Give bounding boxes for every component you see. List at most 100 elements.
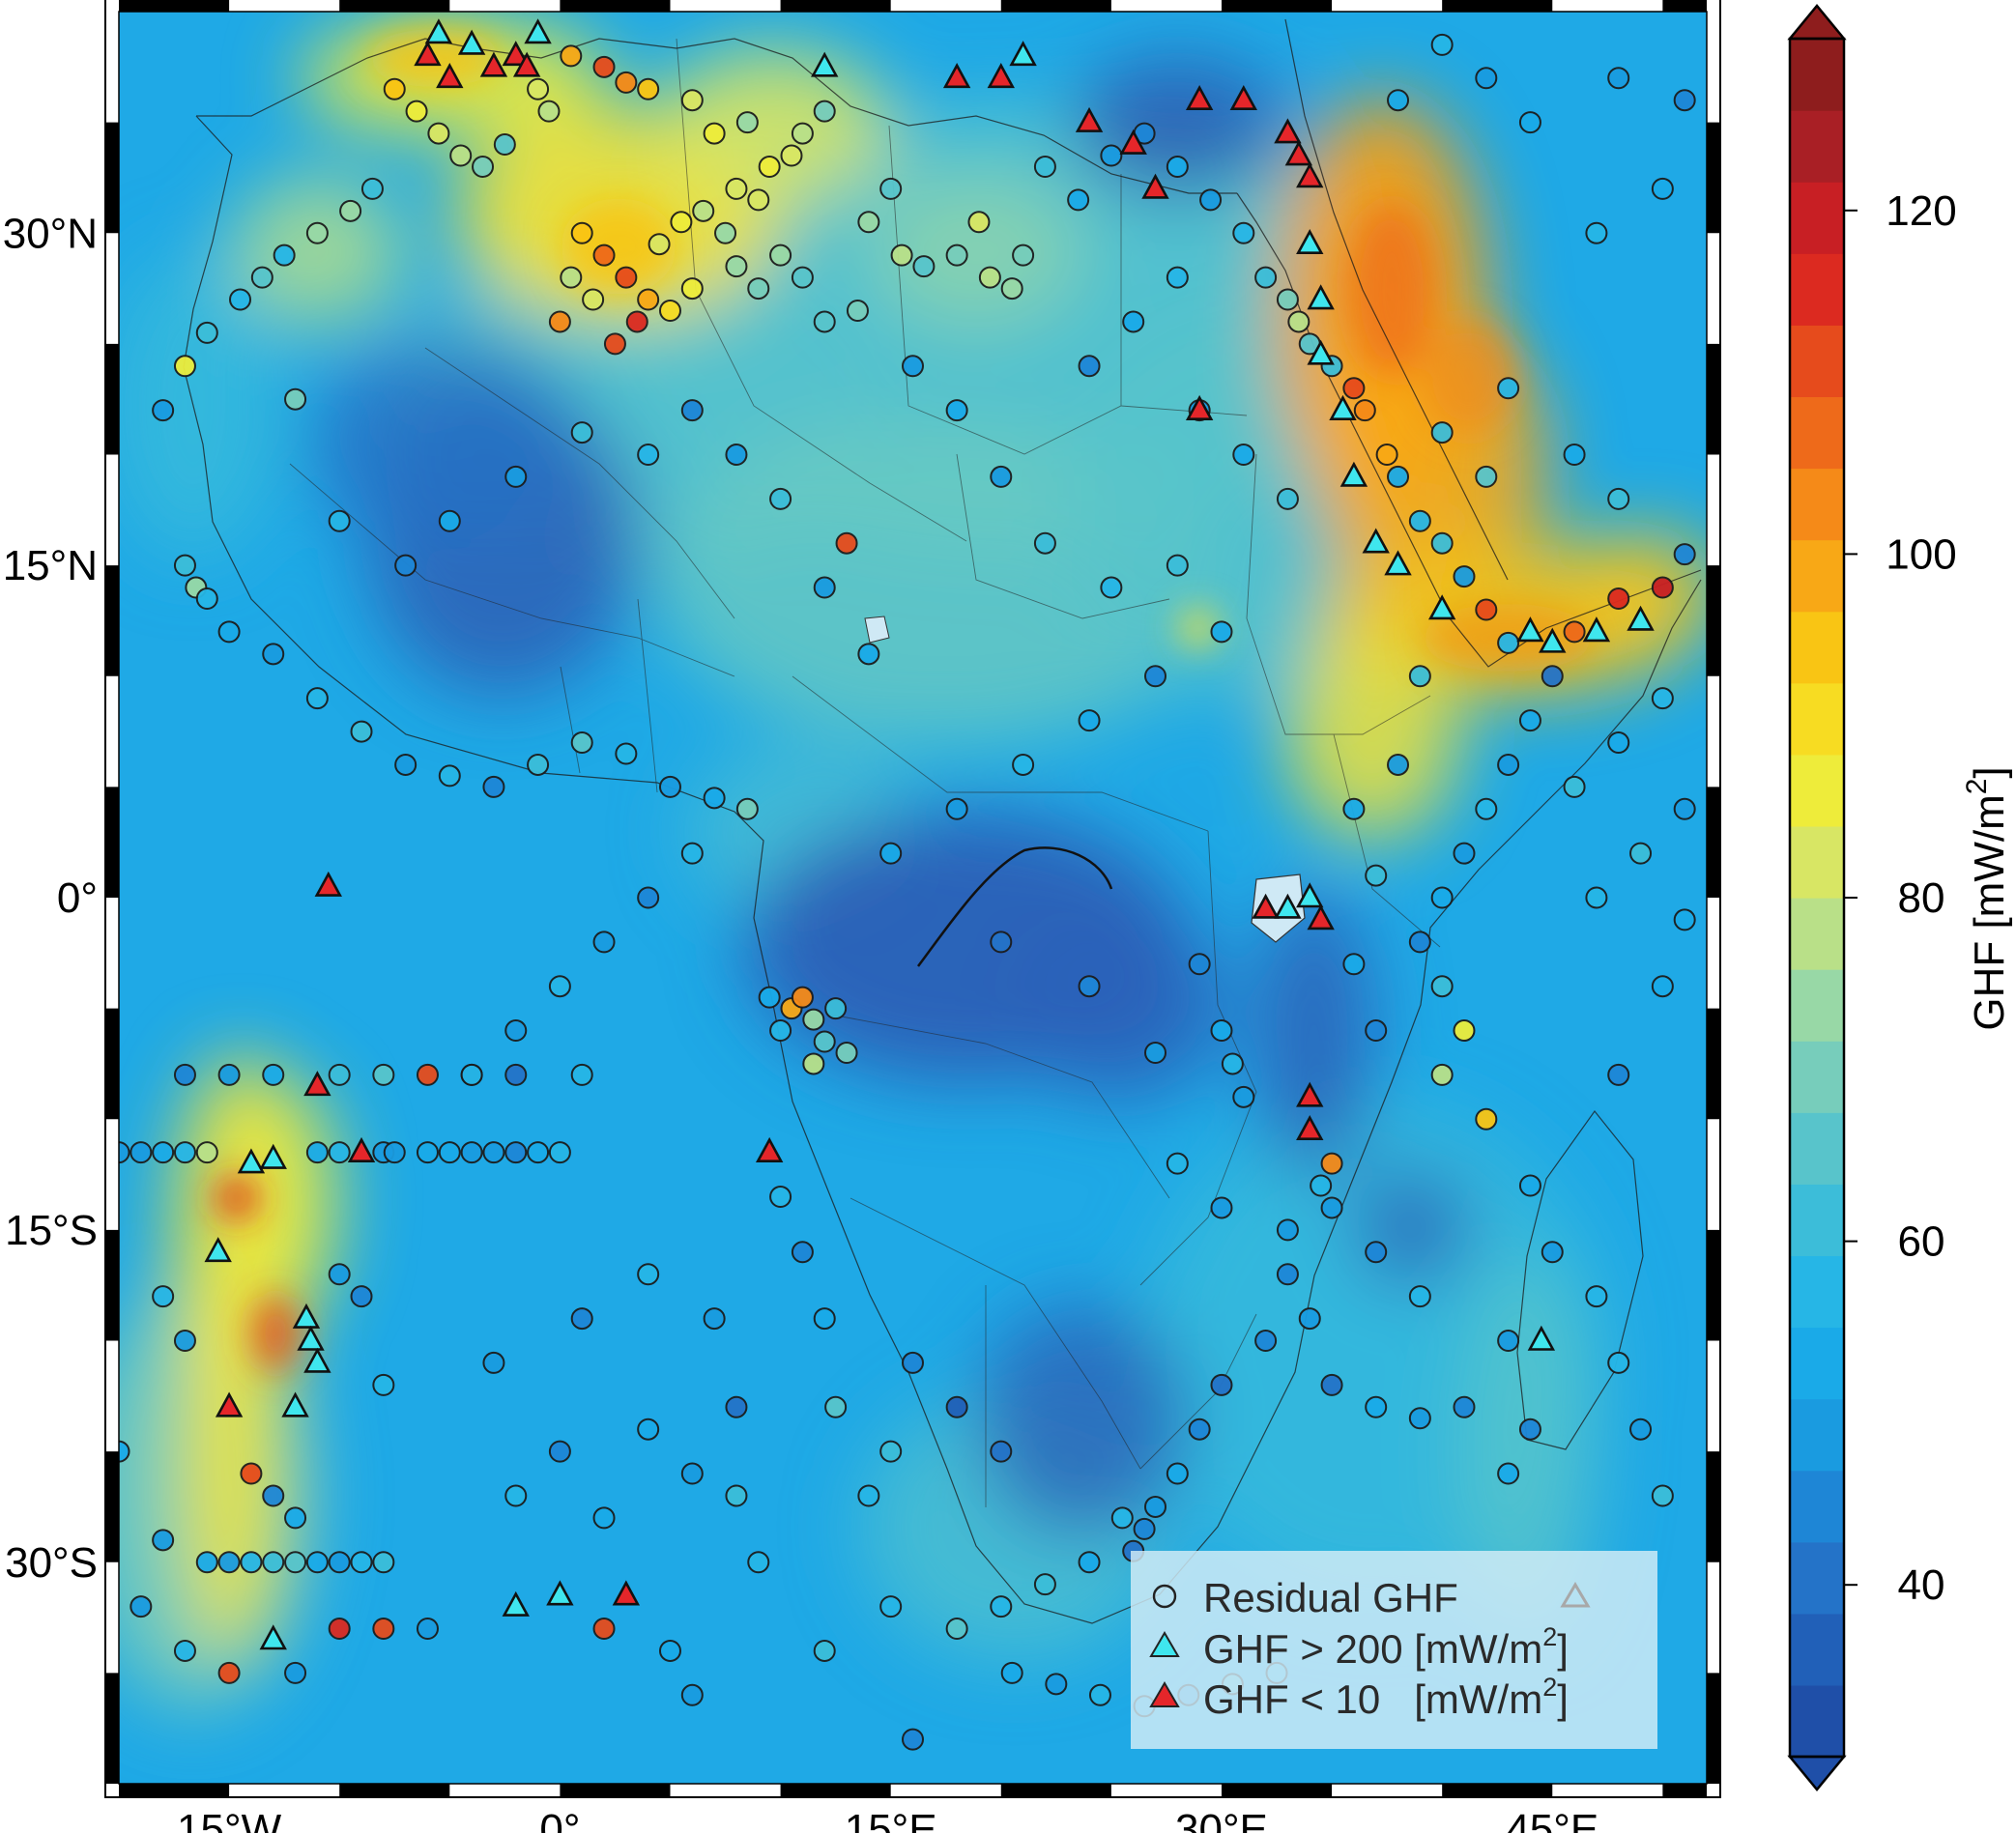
residual-ghf-marker [394,554,418,577]
residual-ghf-marker [813,100,836,123]
high-flux-triangle-marker [1516,616,1544,643]
colorbar-segment [1790,682,1844,756]
residual-ghf-marker [945,243,968,267]
high-flux-triangle-marker [259,1143,287,1169]
frame-segment [105,1673,119,1784]
residual-ghf-marker [582,288,605,311]
high-flux-triangle-marker [1307,284,1335,310]
residual-ghf-marker [1254,1330,1278,1352]
residual-ghf-marker [240,1551,263,1574]
residual-ghf-marker [1342,797,1366,820]
legend-high-flux-label: GHF > 200 [mW/m2] [1203,1622,1569,1672]
residual-ghf-marker [902,355,924,378]
frame-segment [780,1784,891,1797]
high-flux-triangle-marker [1539,627,1567,653]
y-tick-label: 15°N [3,542,98,589]
residual-ghf-marker [769,1019,792,1043]
residual-ghf-marker [615,266,638,289]
residual-ghf-marker [570,731,593,755]
low-flux-triangle-marker [1075,106,1104,132]
residual-ghf-marker [1585,886,1608,909]
residual-ghf-marker [1607,1351,1630,1374]
residual-ghf-marker [1365,1019,1388,1043]
residual-ghf-marker [262,1063,285,1086]
residual-ghf-marker [372,1551,395,1574]
residual-ghf-marker [1100,144,1123,167]
residual-ghf-marker [250,266,274,289]
residual-ghf-marker [1100,576,1123,599]
residual-ghf-marker [592,931,616,954]
residual-ghf-marker [1408,1285,1431,1308]
residual-ghf-marker [1518,111,1541,134]
residual-ghf-marker [902,1351,924,1374]
residual-ghf-marker [1518,709,1541,732]
residual-ghf-marker [835,531,858,555]
residual-ghf-marker [625,310,648,333]
residual-ghf-marker [1475,1107,1498,1131]
residual-ghf-marker [637,288,660,311]
frame-segment [560,1784,671,1797]
residual-ghf-marker [262,1484,285,1507]
x-tick-label: 0° [539,1806,580,1833]
residual-ghf-marker [1320,1373,1343,1396]
colorbar-tick-label: 100 [1886,530,1956,578]
frame-segment [1707,1229,1720,1341]
residual-ghf-marker [990,465,1013,488]
residual-ghf-marker [780,144,803,167]
residual-ghf-marker [835,1041,858,1064]
residual-ghf-marker [460,1141,483,1164]
x-tick-label: 45°E [1506,1806,1598,1833]
residual-ghf-marker [472,155,495,178]
residual-ghf-marker [680,1462,704,1485]
residual-ghf-marker [438,509,461,532]
colorbar-segment [1790,1041,1844,1113]
residual-ghf-marker [1188,953,1211,976]
residual-ghf-marker [1430,1063,1454,1086]
residual-ghf-marker [1673,543,1696,566]
residual-ghf-marker [548,310,571,333]
colorbar-tick-label: 120 [1886,187,1956,235]
low-flux-triangle-marker [1274,118,1302,144]
residual-ghf-marker [152,1529,175,1552]
residual-ghf-marker [735,111,759,134]
residual-ghf-marker [1518,1174,1541,1197]
residual-ghf-marker [1078,355,1101,378]
residual-ghf-marker [791,122,814,145]
residual-ghf-marker [560,266,583,289]
low-flux-triangle-marker [755,1136,784,1162]
residual-ghf-marker [262,643,285,666]
residual-ghf-marker [537,100,561,123]
residual-ghf-marker [1000,1661,1023,1684]
residual-ghf-marker [240,1462,263,1485]
low-flux-triangle-marker [1284,140,1313,166]
residual-ghf-marker [902,1728,924,1751]
residual-ghf-marker [990,931,1013,954]
colorbar-segment [1790,1184,1844,1257]
residual-ghf-marker [328,1063,351,1086]
residual-ghf-marker [570,421,593,444]
residual-ghf-marker [405,100,428,123]
residual-ghf-marker [1276,1218,1299,1242]
frame-segment [1707,787,1720,898]
residual-ghf-marker [339,199,362,222]
frame-segment [1707,1673,1720,1784]
residual-ghf-marker [714,221,737,244]
high-flux-triangle-marker [1527,1325,1556,1351]
residual-ghf-marker [758,155,781,178]
frame-segment [105,1451,119,1562]
residual-ghf-marker [217,620,241,644]
colorbar-segment [1790,1398,1844,1472]
residual-ghf-marker [173,1141,196,1164]
residual-ghf-marker [945,797,968,820]
residual-ghf-marker [747,277,770,301]
residual-ghf-marker [1133,1517,1156,1540]
residual-ghf-marker [1166,1462,1189,1485]
residual-ghf-marker [1210,620,1233,644]
frame-segment [1707,122,1720,234]
residual-ghf-marker [195,321,218,344]
residual-ghf-marker [615,742,638,765]
legend-low-flux-label: GHF < 10 [mW/m2] [1203,1673,1569,1722]
residual-ghf-marker [1232,444,1255,466]
residual-ghf-marker [504,1063,528,1086]
residual-ghf-marker [592,243,616,267]
